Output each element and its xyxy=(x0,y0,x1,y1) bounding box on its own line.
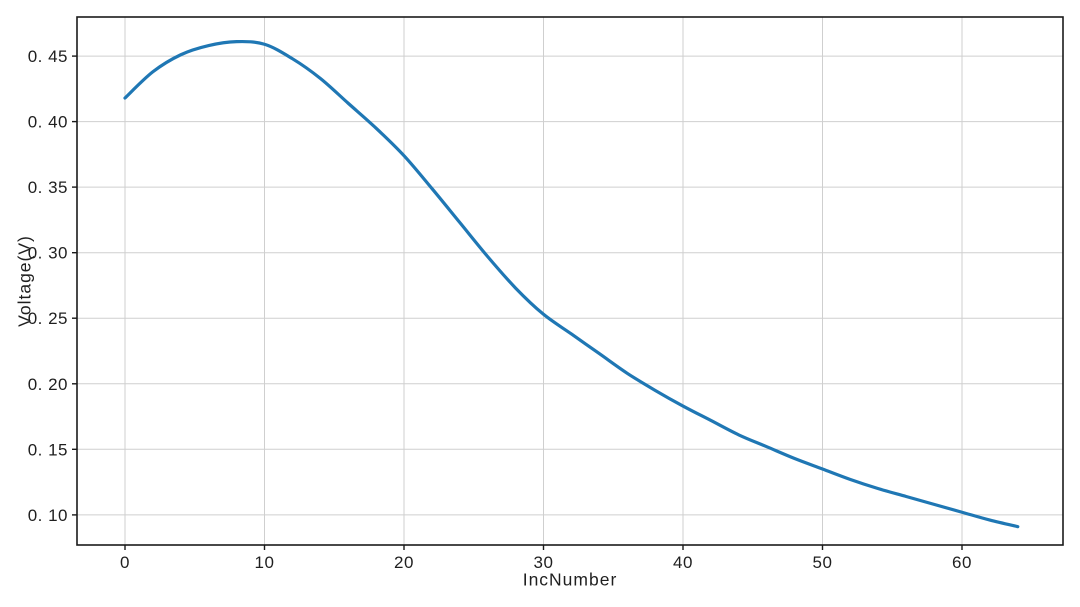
x-tick-label: 0 xyxy=(120,553,130,572)
y-tick-label: 0. 40 xyxy=(28,113,68,132)
y-tick-label: 0. 10 xyxy=(28,506,68,525)
y-tick-label: 0. 20 xyxy=(28,375,68,394)
x-tick-label: 10 xyxy=(255,553,275,572)
x-axis-label: IncNumber xyxy=(522,569,618,590)
x-tick-label: 40 xyxy=(673,553,693,572)
y-axis-label: Voltage(V) xyxy=(14,235,35,327)
x-tick-label: 30 xyxy=(534,553,554,572)
plot-frame xyxy=(76,16,1064,546)
y-tick-label: 0. 25 xyxy=(28,309,68,328)
y-tick-label: 0. 35 xyxy=(28,178,68,197)
x-tick-label: 50 xyxy=(813,553,833,572)
y-tick-label: 0. 30 xyxy=(28,244,68,263)
x-tick-label: 60 xyxy=(952,553,972,572)
x-tick-label: 20 xyxy=(394,553,414,572)
y-tick-label: 0. 15 xyxy=(28,440,68,459)
voltage-curve xyxy=(123,39,1020,529)
y-tick-label: 0. 45 xyxy=(28,47,68,66)
